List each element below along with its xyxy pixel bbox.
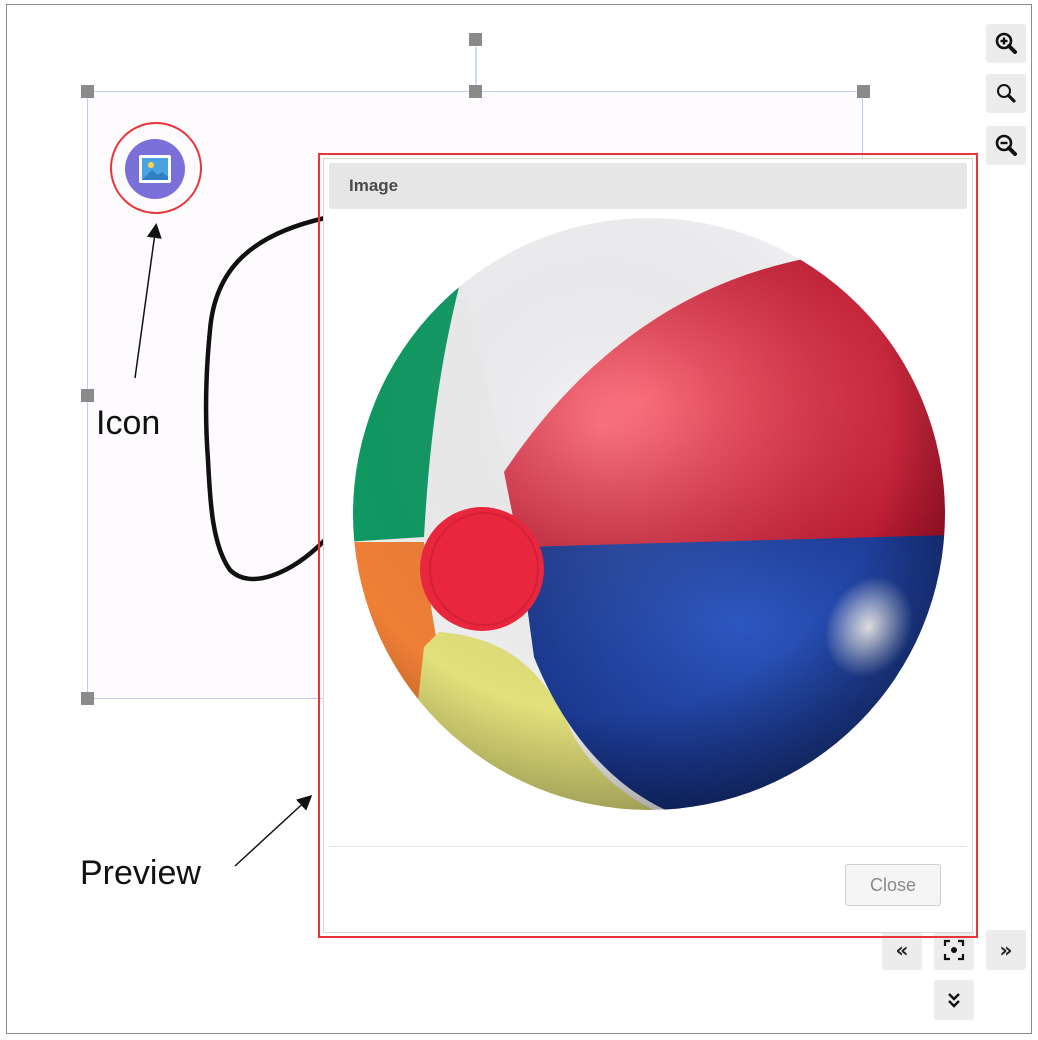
close-button[interactable]: Close xyxy=(845,864,941,906)
zoom-reset-icon xyxy=(997,84,1016,103)
preview-highlight-box xyxy=(318,153,978,938)
resize-handle-top-right[interactable] xyxy=(857,85,870,98)
zoom-out-icon xyxy=(995,134,1017,156)
down-button[interactable] xyxy=(934,980,974,1020)
beach-ball-image xyxy=(353,218,945,810)
zoom-in-icon xyxy=(995,32,1017,54)
zoom-reset-button[interactable] xyxy=(986,74,1026,112)
icon-highlight-circle xyxy=(110,122,202,214)
double-chevron-down-icon xyxy=(948,993,960,1008)
double-chevron-left-icon: « xyxy=(895,938,909,962)
next-button[interactable]: » xyxy=(986,930,1026,970)
zoom-out-button[interactable] xyxy=(986,126,1026,164)
image-preview-dialog: Image xyxy=(323,158,973,933)
resize-handle-top-left[interactable] xyxy=(81,85,94,98)
resize-handle-bottom-left[interactable] xyxy=(81,692,94,705)
icon-annotation-label: Icon xyxy=(96,404,161,442)
preview-annotation-label: Preview xyxy=(80,854,201,892)
focus-center-icon xyxy=(943,939,965,961)
rotation-handle[interactable] xyxy=(469,33,482,46)
image-icon[interactable] xyxy=(125,139,185,199)
zoom-in-button[interactable] xyxy=(986,24,1026,62)
dialog-title: Image xyxy=(329,163,967,209)
resize-handle-top[interactable] xyxy=(469,85,482,98)
dialog-footer-divider xyxy=(329,846,967,847)
picture-glyph xyxy=(139,155,171,183)
resize-handle-left[interactable] xyxy=(81,389,94,402)
double-chevron-right-icon: » xyxy=(999,938,1013,962)
